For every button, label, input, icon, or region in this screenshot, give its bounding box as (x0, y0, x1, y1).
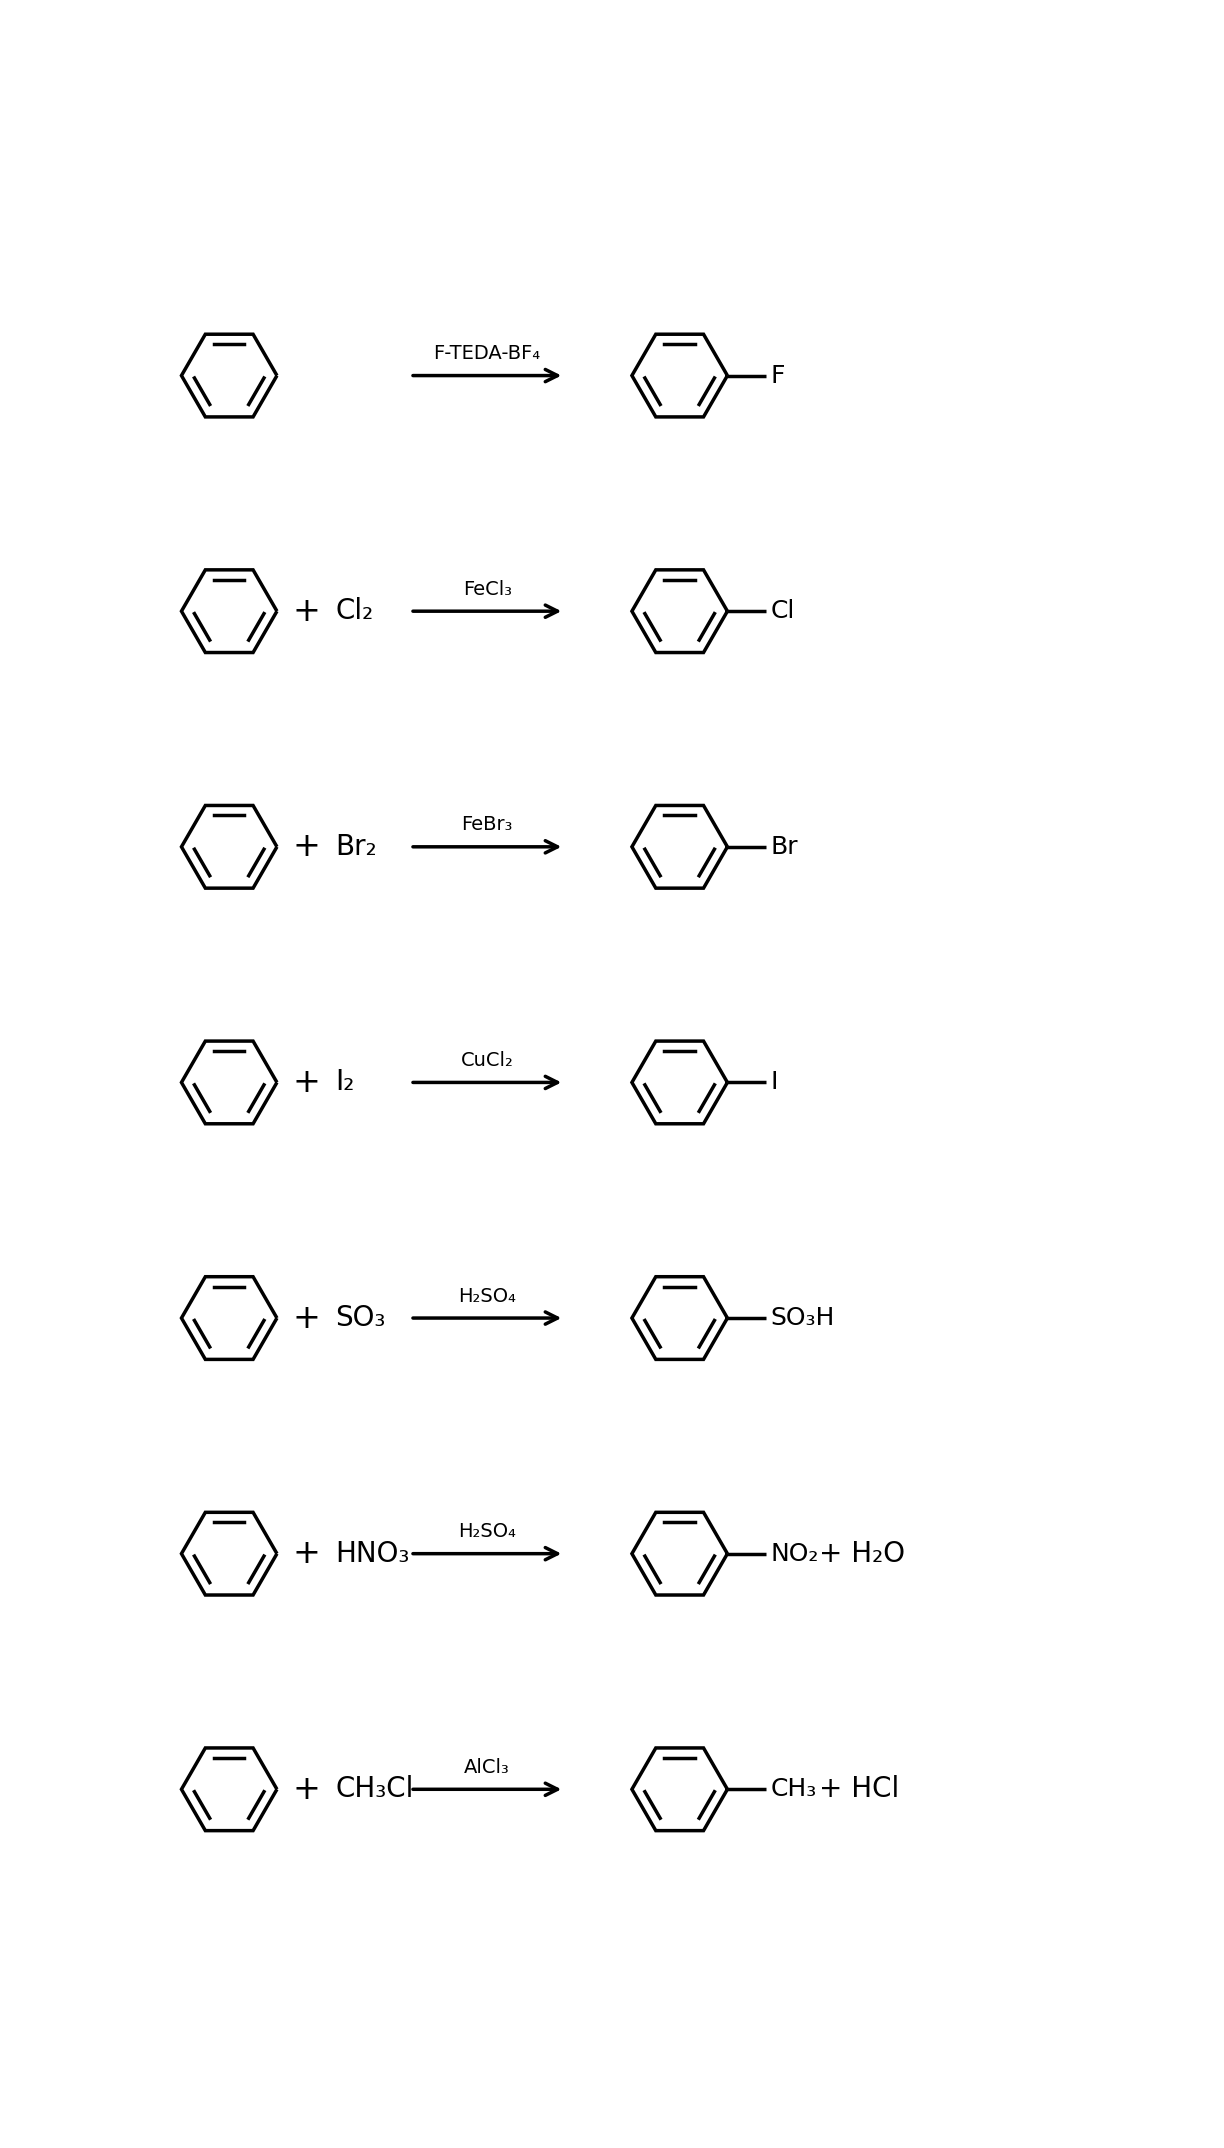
Text: I: I (771, 1070, 778, 1095)
Text: SO₃: SO₃ (335, 1304, 386, 1332)
Text: I₂: I₂ (335, 1068, 355, 1095)
Text: Cl: Cl (771, 599, 794, 623)
Text: F-TEDA-BF₄: F-TEDA-BF₄ (433, 344, 541, 363)
Text: FeBr₃: FeBr₃ (461, 816, 513, 833)
Text: CH₃: CH₃ (771, 1776, 816, 1802)
Text: H₂SO₄: H₂SO₄ (458, 1287, 517, 1306)
Text: +: + (293, 1538, 321, 1570)
Text: +: + (293, 595, 321, 627)
Text: FeCl₃: FeCl₃ (463, 580, 512, 599)
Text: +: + (293, 1065, 321, 1100)
Text: SO₃H: SO₃H (771, 1306, 835, 1330)
Text: + HCl: + HCl (819, 1774, 900, 1804)
Text: Br: Br (771, 836, 798, 859)
Text: HNO₃: HNO₃ (335, 1540, 410, 1568)
Text: NO₂: NO₂ (771, 1542, 819, 1566)
Text: H₂SO₄: H₂SO₄ (458, 1523, 517, 1542)
Text: Br₂: Br₂ (335, 833, 377, 861)
Text: + H₂O: + H₂O (819, 1540, 905, 1568)
Text: AlCl₃: AlCl₃ (464, 1757, 510, 1776)
Text: F: F (771, 363, 785, 387)
Text: Cl₂: Cl₂ (335, 597, 373, 625)
Text: CH₃Cl: CH₃Cl (335, 1774, 414, 1804)
Text: +: + (293, 1302, 321, 1334)
Text: +: + (293, 831, 321, 863)
Text: CuCl₂: CuCl₂ (460, 1050, 514, 1070)
Text: +: + (293, 1772, 321, 1806)
